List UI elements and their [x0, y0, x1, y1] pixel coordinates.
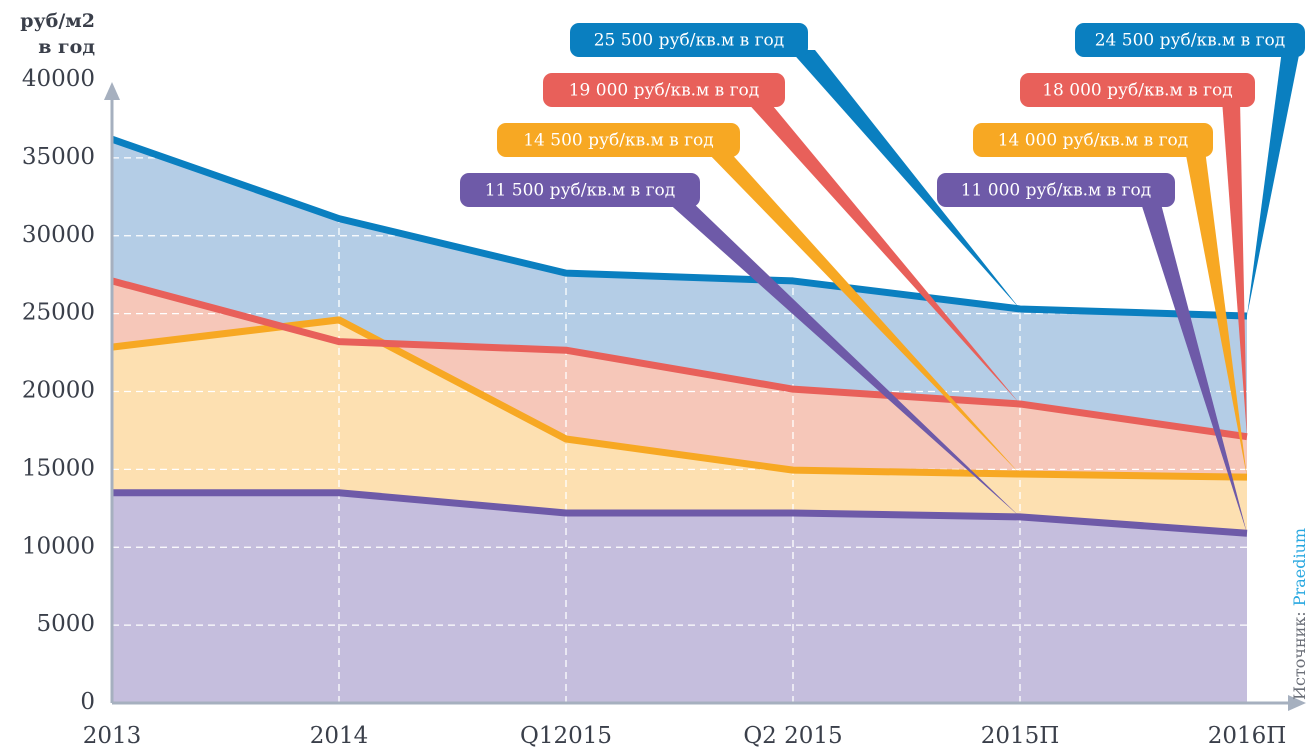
- callout-box: [460, 173, 700, 207]
- callout-tail: [1222, 100, 1247, 437]
- callout-tail: [1247, 50, 1300, 316]
- callout-text: 14 500 руб/кв.м в год: [523, 131, 714, 151]
- area: [112, 492, 1247, 703]
- y-tick-label: 25000: [22, 300, 95, 326]
- y-tick-label: 5000: [36, 611, 95, 637]
- callout-text: 11 000 руб/кв.м в год: [961, 181, 1152, 201]
- line: [110, 135, 1248, 320]
- y-tick-label: 15000: [22, 455, 95, 481]
- x-tick-label: 2014: [310, 723, 369, 749]
- callout-tail: [1140, 200, 1247, 534]
- x-tick-label: Q2 2015: [743, 723, 842, 749]
- callout-tail: [790, 50, 1020, 309]
- callout-text: 11 500 руб/кв.м в год: [485, 181, 676, 201]
- x-axis-arrow: [1288, 695, 1306, 711]
- y-tick-label: 20000: [22, 378, 95, 404]
- callout-tail: [705, 150, 1020, 475]
- callout-text: 19 000 руб/кв.м в год: [569, 81, 760, 101]
- labels: 0 5000 10000 15000 20000 25000 30000 35000 40000…: [22, 23, 1305, 749]
- callout: 11 500 руб/кв.м в год: [460, 173, 1020, 517]
- callout-box: [543, 73, 785, 107]
- x-tick-label: 2016П: [1208, 723, 1287, 749]
- axes: [104, 82, 1306, 711]
- y-tick-label: 0: [80, 689, 95, 715]
- y-axis-label: в год: [38, 36, 95, 58]
- y-axis-arrow: [104, 82, 120, 100]
- line: [112, 489, 1248, 537]
- line: [111, 316, 1248, 481]
- x-tick-label: 2013: [83, 723, 142, 749]
- y-tick-label: 30000: [22, 222, 95, 248]
- callout: 19 000 руб/кв.м в год: [543, 73, 1020, 404]
- callout-text: 14 000 руб/кв.м в год: [998, 131, 1189, 151]
- callout: 18 000 руб/кв.м в год: [1020, 73, 1255, 437]
- callout-text: 25 500 руб/кв.м в год: [594, 31, 785, 51]
- areas: [112, 139, 1247, 703]
- callout: 24 500 руб/кв.м в год: [1075, 23, 1305, 316]
- callout-box: [1020, 73, 1255, 107]
- callout: 11 000 руб/кв.м в год: [937, 173, 1247, 534]
- source: Источник: Praedium: [1290, 528, 1309, 700]
- y-axis-label: руб/м2: [20, 10, 95, 32]
- callout-text: 24 500 руб/кв.м в год: [1095, 31, 1286, 51]
- x-tick-label: 2015П: [981, 723, 1060, 749]
- callout: 25 500 руб/кв.м в год: [570, 23, 1020, 309]
- callout-text: 18 000 руб/кв.м в год: [1042, 81, 1233, 101]
- callout-tail: [665, 200, 1020, 517]
- callout-box: [937, 173, 1175, 207]
- callout-box: [1075, 23, 1305, 57]
- callout-tail: [1185, 150, 1247, 478]
- callout-tail: [745, 100, 1020, 404]
- y-tick-label: 40000: [22, 66, 95, 92]
- callout-box: [570, 23, 808, 57]
- x-tick-label: Q12015: [520, 723, 612, 749]
- line: [111, 277, 1248, 441]
- callout-box: [497, 123, 740, 157]
- callout: 14 500 руб/кв.м в год: [497, 123, 1020, 475]
- lines: [110, 135, 1248, 537]
- y-tick-label: 35000: [22, 144, 95, 170]
- callout-box: [973, 123, 1213, 157]
- y-tick-label: 10000: [22, 533, 95, 559]
- source-name: Praedium: [1290, 528, 1309, 606]
- source-prefix: Источник:: [1290, 611, 1309, 700]
- callout: 14 000 руб/кв.м в год: [973, 123, 1247, 478]
